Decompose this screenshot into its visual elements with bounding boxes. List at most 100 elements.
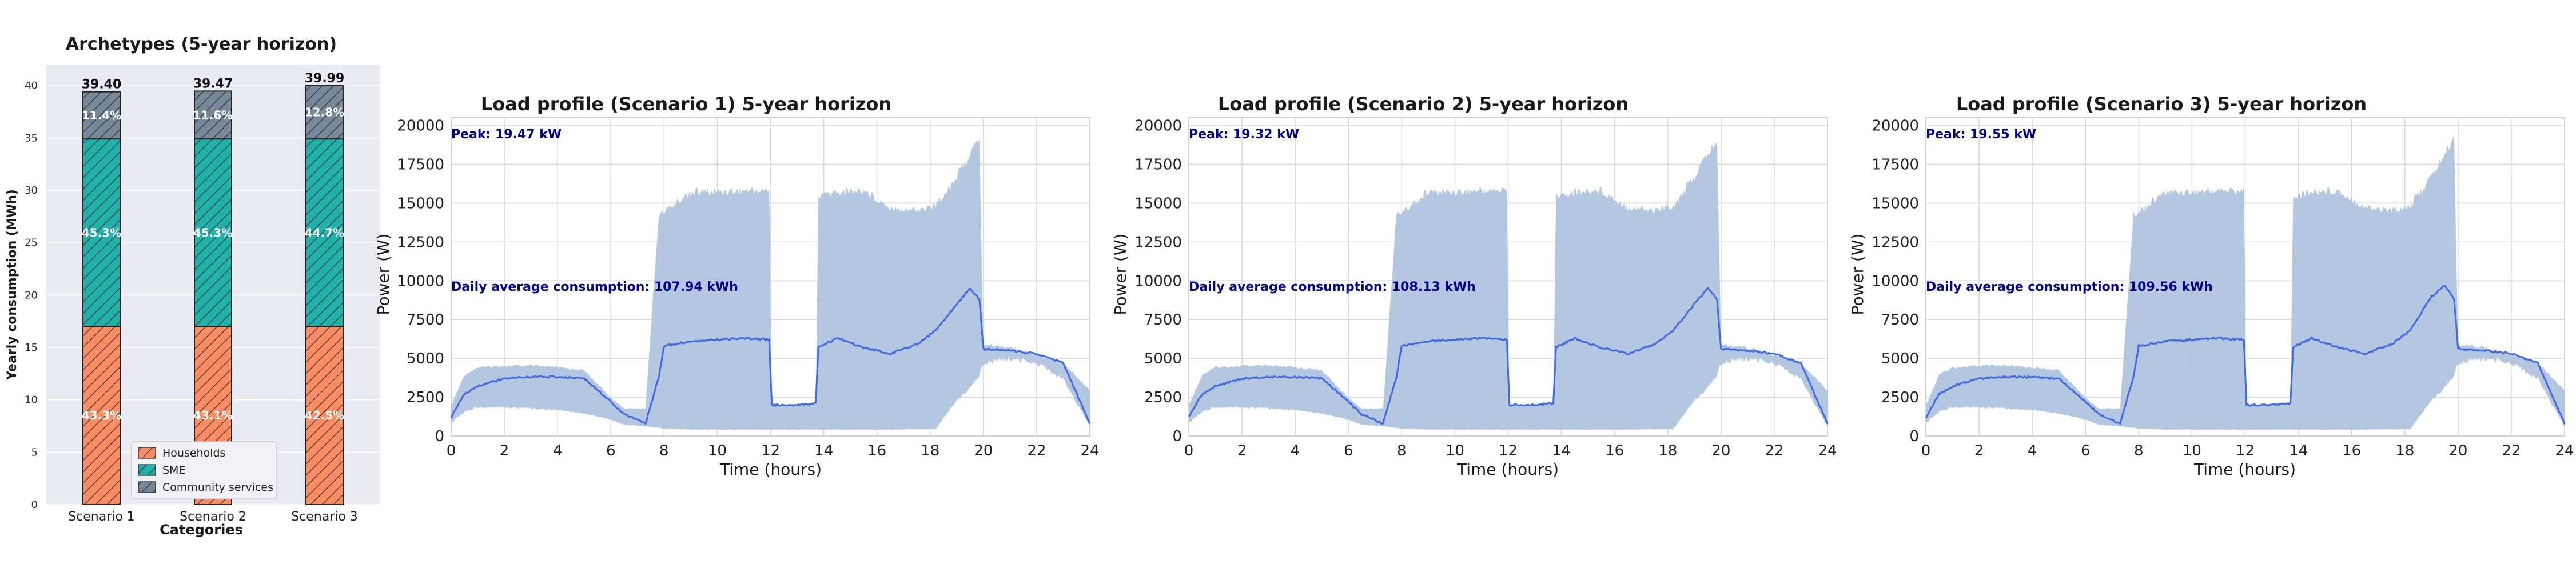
profile-x-tick-label: 18 bbox=[2395, 442, 2414, 459]
profile-x-tick-label: 16 bbox=[867, 442, 886, 459]
profile-x-tick-label: 16 bbox=[1605, 442, 1624, 459]
profile-3-y-axis-label: Power (W) bbox=[1848, 233, 1867, 315]
profile-y-tick-label: 0 bbox=[435, 428, 444, 445]
bar-percent-label: 43.1% bbox=[193, 409, 233, 422]
profile-mean-line bbox=[450, 287, 1091, 426]
profile-1-plot: 0 2 4 6 8 10 12 14 16 18 20 22 240250050007500100001… bbox=[397, 117, 1100, 459]
bar-x-tick-label: Scenario 2 bbox=[180, 510, 246, 524]
profile-1-title: Load profile (Scenario 1) 5-year horizon bbox=[481, 93, 891, 115]
bar-percent-label: 45.3% bbox=[82, 226, 121, 239]
profile-x-tick-label: 14 bbox=[814, 442, 833, 459]
profile-y-tick-label: 15000 bbox=[1134, 195, 1182, 212]
load-profile-panel-3: Load profile (Scenario 3) 5-year horizon… bbox=[1848, 93, 2574, 479]
bar-percent-label: 11.4% bbox=[82, 109, 121, 122]
profile-y-tick-label: 17500 bbox=[1872, 157, 1919, 174]
profile-x-tick-label: 2 bbox=[500, 442, 509, 459]
bar-y-tick-label: 25 bbox=[25, 237, 38, 249]
profile-mean-line bbox=[1925, 285, 2566, 425]
profile-x-tick-label: 24 bbox=[1080, 442, 1099, 459]
profile-x-tick-label: 2 bbox=[1974, 442, 1984, 459]
bar-percent-label: 44.7% bbox=[305, 226, 344, 239]
bar-y-tick-label: 35 bbox=[25, 132, 38, 144]
profile-x-tick-label: 10 bbox=[1446, 442, 1464, 459]
profile-y-tick-label: 0 bbox=[1172, 428, 1182, 445]
profile-1-average-annotation: Daily average consumption: 107.94 kWh bbox=[451, 280, 738, 294]
legend-label-households: Households bbox=[162, 447, 225, 459]
profile-x-tick-label: 10 bbox=[708, 442, 727, 459]
bar-segment-hatch bbox=[306, 139, 343, 327]
profile-y-tick-label: 5000 bbox=[407, 350, 444, 367]
profile-3-peak-annotation: Peak: 19.55 kW bbox=[1926, 127, 2036, 142]
profile-x-tick-label: 8 bbox=[2134, 442, 2144, 459]
profile-y-tick-label: 10000 bbox=[397, 273, 444, 290]
bar-percent-label: 42.5% bbox=[305, 409, 344, 422]
bar-x-axis-label: Categories bbox=[160, 522, 243, 538]
profile-x-tick-label: 4 bbox=[1291, 442, 1300, 459]
profile-y-tick-label: 12500 bbox=[1134, 234, 1182, 251]
legend-swatch-hatch bbox=[138, 465, 156, 475]
profile-x-tick-label: 12 bbox=[1499, 442, 1518, 459]
profile-y-tick-label: 10000 bbox=[1872, 273, 1919, 290]
profile-x-tick-label: 14 bbox=[1552, 442, 1571, 459]
bar-legend: Households SME Community services bbox=[131, 441, 277, 499]
profile-x-tick-label: 14 bbox=[2289, 442, 2308, 459]
profile-x-tick-label: 24 bbox=[1818, 442, 1837, 459]
profile-y-tick-label: 17500 bbox=[397, 157, 444, 174]
bar-chart-title: Archetypes (5-year horizon) bbox=[66, 34, 337, 54]
profile-x-tick-label: 0 bbox=[1921, 442, 1931, 459]
profile-y-tick-label: 20000 bbox=[1872, 118, 1919, 135]
bar-y-tick-label: 5 bbox=[31, 446, 38, 458]
bar-y-axis-label: Yearly consumption (MWh) bbox=[5, 189, 19, 381]
profile-x-tick-label: 2 bbox=[1237, 442, 1247, 459]
profile-x-tick-label: 4 bbox=[2028, 442, 2037, 459]
profile-x-tick-label: 0 bbox=[1184, 442, 1194, 459]
profile-2-x-axis-label: Time (hours) bbox=[1456, 460, 1559, 479]
legend-box bbox=[131, 441, 277, 499]
legend-label-community-services: Community services bbox=[162, 481, 273, 494]
bar-y-tick-label: 10 bbox=[25, 394, 38, 406]
bar-x-tick-label: Scenario 3 bbox=[291, 510, 358, 524]
bar-percent-label: 45.3% bbox=[193, 226, 233, 239]
profile-y-tick-label: 7500 bbox=[1881, 311, 1919, 329]
profile-x-tick-label: 10 bbox=[2183, 442, 2201, 459]
legend-swatch-hatch bbox=[138, 482, 156, 493]
profile-2-plot: 0 2 4 6 8 10 12 14 16 18 20 22 240250050007500100001… bbox=[1134, 117, 1837, 459]
profile-x-tick-label: 18 bbox=[1658, 442, 1677, 459]
bar-chart-panel: 0 5 10 15 20 25 30 35 40 43.3% 45.3% 11.4% 39.40 43.… bbox=[5, 34, 380, 538]
bar-segment-hatch bbox=[306, 85, 343, 139]
bar-y-tick-label: 30 bbox=[25, 185, 38, 197]
profile-1-y-axis-label: Power (W) bbox=[374, 233, 393, 315]
profile-2-title: Load profile (Scenario 2) 5-year horizon bbox=[1218, 93, 1629, 115]
bar-segment-hatch bbox=[83, 326, 120, 505]
profile-x-tick-label: 22 bbox=[2502, 442, 2521, 459]
bar-segment-hatch bbox=[83, 91, 120, 139]
profile-x-tick-label: 6 bbox=[1344, 442, 1353, 459]
profile-y-tick-label: 0 bbox=[1909, 428, 1919, 445]
profile-range-band bbox=[1926, 134, 2565, 430]
profile-x-tick-label: 4 bbox=[553, 442, 563, 459]
profile-range-band bbox=[451, 139, 1090, 430]
profile-y-tick-label: 20000 bbox=[397, 118, 444, 135]
bar-y-tick-label: 15 bbox=[25, 342, 38, 354]
profile-x-tick-label: 8 bbox=[1397, 442, 1407, 459]
bar-x-tick-labels: Scenario 1 Scenario 2 Scenario 3 bbox=[68, 510, 358, 524]
profile-x-tick-label: 12 bbox=[761, 442, 780, 459]
bar-y-tick-labels: 0 5 10 15 20 25 30 35 40 bbox=[25, 80, 38, 511]
profile-y-tick-label: 7500 bbox=[407, 311, 444, 329]
bar-percent-label: 43.3% bbox=[82, 409, 121, 422]
profile-x-tick-label: 0 bbox=[447, 442, 456, 459]
bar-percent-label: 11.6% bbox=[193, 108, 233, 122]
profile-y-tick-label: 7500 bbox=[1144, 311, 1182, 329]
legend-swatch-hatch bbox=[138, 447, 156, 458]
bar-total-label: 39.99 bbox=[305, 71, 345, 86]
profile-x-tick-label: 6 bbox=[2081, 442, 2091, 459]
profile-x-tick-label: 12 bbox=[2236, 442, 2255, 459]
legend-label-sme: SME bbox=[162, 464, 185, 477]
profile-y-tick-label: 2500 bbox=[407, 389, 444, 406]
profile-y-tick-label: 20000 bbox=[1134, 118, 1182, 135]
profile-y-tick-label: 12500 bbox=[397, 234, 444, 251]
bar-segment-hatch bbox=[306, 326, 343, 505]
bar-total-label: 39.47 bbox=[193, 77, 233, 91]
profile-x-tick-label: 22 bbox=[1027, 442, 1046, 459]
bar-y-tick-label: 40 bbox=[25, 80, 38, 92]
